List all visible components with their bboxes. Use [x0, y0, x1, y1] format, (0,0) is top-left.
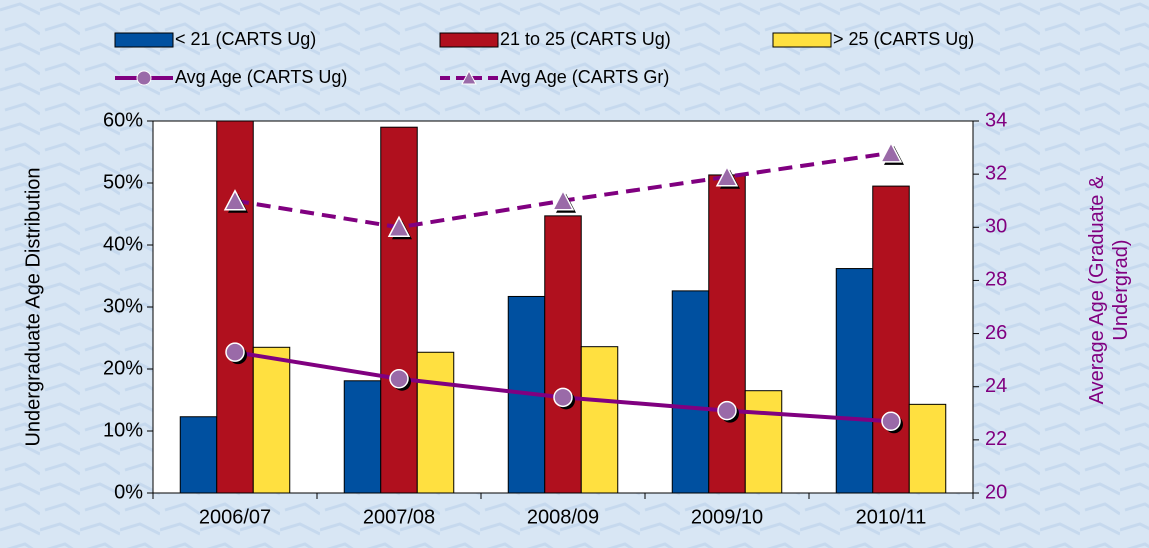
y2-tick-label: 32 — [985, 162, 1007, 184]
bar — [872, 185, 910, 494]
y-tick-label: 30% — [103, 295, 143, 317]
x-tick-label: 2008/09 — [527, 506, 599, 528]
marker — [225, 342, 245, 362]
legend-swatch — [114, 32, 174, 48]
legend-swatch — [439, 32, 499, 48]
bar — [708, 174, 746, 494]
x-tick-label: 2007/08 — [363, 506, 435, 528]
y2-tick-label: 28 — [985, 269, 1007, 291]
bar — [179, 416, 218, 494]
marker — [881, 411, 901, 432]
bar — [744, 390, 783, 494]
y2-tick-label: 34 — [985, 109, 1007, 131]
bar — [908, 403, 947, 494]
bar — [835, 268, 874, 494]
x-tick-label: 2009/10 — [691, 506, 763, 528]
legend-marker — [461, 69, 477, 85]
y-tick-label: 50% — [103, 171, 143, 193]
bar — [544, 215, 582, 494]
legend-label: Avg Age (CARTS Ug) — [175, 67, 347, 87]
bar — [343, 380, 382, 494]
bar — [252, 346, 291, 494]
marker — [551, 189, 575, 211]
y-tick-label: 10% — [103, 419, 143, 441]
y2-tick-label: 30 — [985, 216, 1007, 238]
x-tick-label: 2006/07 — [199, 506, 271, 528]
y-tick-label: 60% — [103, 109, 143, 131]
y2-axis-title: Average Age (Graduate & Undergrad) — [1086, 175, 1132, 404]
marker — [717, 400, 737, 421]
y-tick-label: 40% — [103, 233, 143, 255]
bar — [580, 346, 619, 494]
legend-label: Avg Age (CARTS Gr) — [500, 67, 669, 87]
bar — [416, 351, 455, 494]
y-tick-label: 0% — [114, 481, 143, 503]
bar — [380, 126, 418, 494]
legend-label: > 25 (CARTS Ug) — [833, 29, 974, 49]
legend-label: < 21 (CARTS Ug) — [175, 29, 316, 49]
y-tick-label: 20% — [103, 357, 143, 379]
bar — [671, 290, 710, 494]
y2-tick-label: 20 — [985, 481, 1007, 503]
marker — [223, 189, 247, 211]
legend-marker — [136, 70, 152, 86]
y2-tick-label: 24 — [985, 375, 1007, 397]
y-axis-title: Undergraduate Age Distribution — [22, 167, 44, 446]
legend: < 21 (CARTS Ug) 21 to 25 (CARTS Ug) > 25 (… — [114, 29, 974, 87]
marker — [387, 215, 411, 238]
y2-tick-label: 26 — [985, 322, 1007, 344]
marker — [715, 165, 739, 187]
bar — [216, 120, 254, 494]
marker — [389, 368, 409, 389]
y2-tick-label: 22 — [985, 428, 1007, 450]
legend-label: 21 to 25 (CARTS Ug) — [500, 29, 671, 49]
marker — [879, 141, 903, 163]
x-tick-label: 2010/11 — [856, 506, 927, 528]
legend-swatch — [772, 32, 832, 48]
marker — [553, 387, 573, 408]
